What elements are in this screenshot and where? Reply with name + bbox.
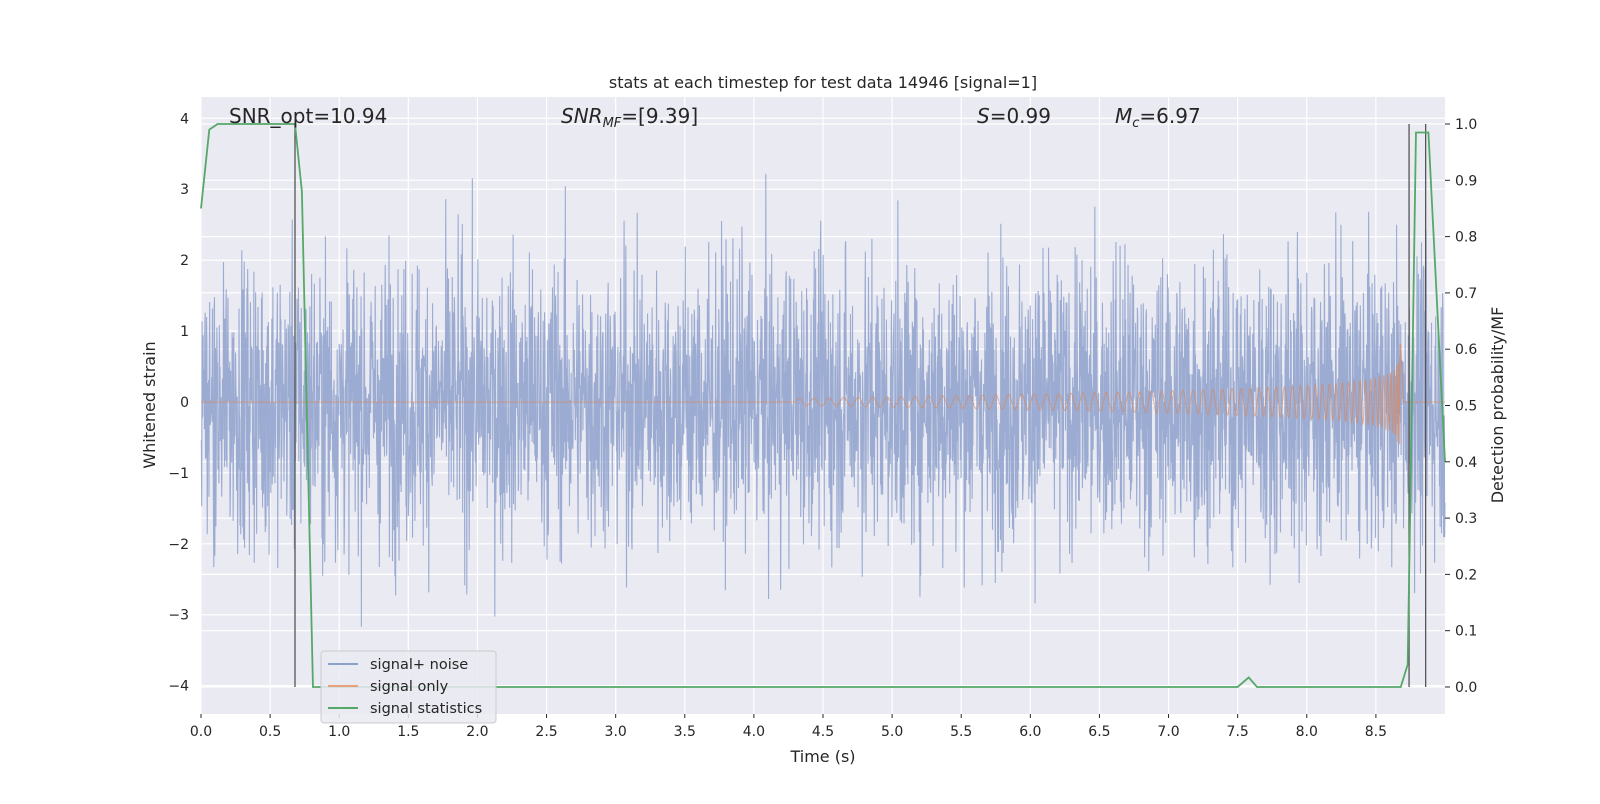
annotation-snr-opt: SNR_opt=10.94 — [229, 104, 387, 128]
chart-title: stats at each timestep for test data 149… — [609, 73, 1037, 92]
y-axis-left-label: Whitened strain — [140, 341, 159, 468]
x-tick-label: 4.0 — [743, 724, 765, 740]
y-left-tick-label: 2 — [180, 253, 189, 269]
legend-label-signal: signal only — [370, 679, 449, 695]
x-tick-label: 2.5 — [535, 724, 557, 740]
y-left-tick-label: 1 — [180, 324, 189, 340]
x-axis-label: Time (s) — [789, 747, 855, 766]
x-tick-label: 5.5 — [950, 724, 972, 740]
x-tick-label: 2.0 — [466, 724, 488, 740]
y-left-tick-label: 0 — [180, 395, 189, 411]
x-tick-label: 7.0 — [1157, 724, 1179, 740]
x-tick-label: 6.0 — [1019, 724, 1041, 740]
y-right-tick-label: 0.0 — [1455, 680, 1477, 696]
y-right-tick-label: 0.8 — [1455, 230, 1477, 246]
y-left-tick-label: −4 — [168, 679, 189, 695]
x-tick-label: 3.5 — [674, 724, 696, 740]
x-tick-label: 5.0 — [881, 724, 903, 740]
y-axis-left-ticks: 4 3 2 1 0 −1 −2 −3 −4 — [168, 111, 189, 694]
x-tick-label: 3.0 — [605, 724, 627, 740]
signal-trace — [201, 344, 1445, 445]
y-left-tick-label: −1 — [168, 466, 189, 482]
x-axis-ticks: 0.0 0.5 1.0 1.5 2.0 2.5 3.0 3.5 4.0 4.5 5.0 5.5 6.0 6… — [190, 714, 1387, 740]
x-tick-label: 0.5 — [259, 724, 281, 740]
legend-label-noise: signal+ noise — [370, 657, 468, 673]
y-right-tick-label: 1.0 — [1455, 117, 1477, 133]
x-tick-label: 7.5 — [1227, 724, 1249, 740]
y-right-tick-label: 0.9 — [1455, 173, 1477, 189]
annotation-mc: Mc=6.97 — [1115, 104, 1201, 131]
legend: signal+ noise signal only signal statist… — [320, 650, 497, 724]
legend-box — [320, 650, 497, 724]
legend-label-statistics: signal statistics — [370, 701, 482, 717]
y-right-tick-label: 0.5 — [1455, 399, 1477, 415]
x-tick-label: 8.0 — [1296, 724, 1318, 740]
y-left-tick-label: 4 — [180, 111, 189, 127]
statistics-trace — [200, 123, 1446, 688]
y-right-tick-label: 0.3 — [1455, 511, 1477, 527]
y-axis-right-label: Detection probability/MF — [1488, 307, 1507, 504]
series-signal-plus-noise — [200, 173, 1446, 627]
x-tick-label: 0.0 — [190, 724, 212, 740]
x-tick-label: 1.0 — [328, 724, 350, 740]
y-left-tick-label: −3 — [168, 608, 189, 624]
y-left-tick-label: −2 — [168, 537, 189, 553]
y-right-tick-label: 0.2 — [1455, 567, 1477, 583]
x-tick-label: 8.5 — [1365, 724, 1387, 740]
y-left-tick-label: 3 — [180, 182, 189, 198]
noise-trace — [200, 173, 1446, 627]
y-right-tick-label: 0.7 — [1455, 286, 1477, 302]
series-signal-only — [201, 344, 1445, 445]
x-tick-label: 1.5 — [397, 724, 419, 740]
y-right-tick-label: 0.4 — [1455, 455, 1477, 471]
y-right-tick-label: 0.1 — [1455, 624, 1477, 640]
x-tick-label: 4.5 — [812, 724, 834, 740]
y-right-tick-label: 0.6 — [1455, 342, 1477, 358]
y-axis-right-ticks: 1.0 0.9 0.8 0.7 0.6 0.5 0.4 0.3 0.2 0.1 0.0 — [1445, 117, 1477, 696]
x-tick-label: 6.5 — [1088, 724, 1110, 740]
annotation-snr-mf: SNRMF=[9.39] — [561, 104, 698, 131]
annotation-s: S=0.99 — [977, 104, 1051, 128]
series-signal-statistics — [200, 123, 1446, 688]
